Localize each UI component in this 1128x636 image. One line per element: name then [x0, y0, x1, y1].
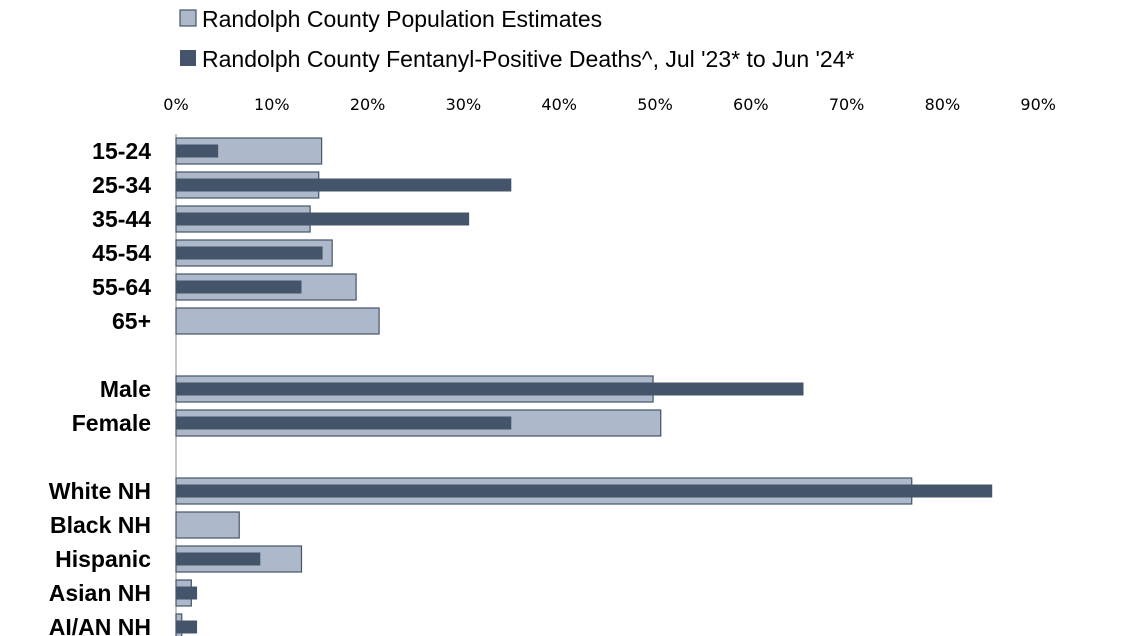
x-tick-label: 10% [254, 95, 290, 114]
bar-fentanyl-deaths [176, 586, 198, 600]
bar-fentanyl-deaths [176, 484, 993, 498]
legend-swatch-population [179, 9, 197, 27]
bar-fentanyl-deaths [176, 178, 512, 192]
x-tick-label: 80% [925, 95, 961, 114]
bar-population [175, 307, 380, 335]
x-tick-label: 90% [1020, 95, 1056, 114]
legend-item-fentanyl-deaths: Randolph County Fentanyl-Positive Deaths… [180, 46, 854, 72]
x-tick-label: 20% [350, 95, 386, 114]
legend-item-population: Randolph County Population Estimates [179, 6, 602, 32]
x-tick-label: 40% [541, 95, 577, 114]
legend-label-fentanyl-deaths: Randolph County Fentanyl-Positive Deaths… [202, 46, 854, 72]
bar-fentanyl-deaths [176, 246, 323, 260]
x-tick-label: 60% [733, 95, 769, 114]
category-label: Hispanic [55, 546, 151, 572]
category-label: AI/AN NH [49, 614, 151, 636]
category-label: 45-54 [92, 240, 151, 266]
category-label: 35-44 [92, 206, 151, 232]
bar-population [175, 511, 240, 539]
bar-fentanyl-deaths [176, 620, 198, 634]
bar-fentanyl-deaths [176, 416, 512, 430]
bar-fentanyl-deaths [176, 382, 804, 396]
x-tick-label: 0% [163, 95, 188, 114]
bar-fentanyl-deaths [176, 552, 261, 566]
x-tick-label: 70% [829, 95, 865, 114]
category-label: Male [100, 376, 151, 402]
bar-population [175, 137, 323, 165]
category-label: 55-64 [92, 274, 151, 300]
category-label: 15-24 [92, 138, 151, 164]
category-label: White NH [49, 478, 151, 504]
bar-fentanyl-deaths [176, 280, 302, 294]
legend-swatch-fentanyl-deaths [180, 50, 196, 66]
category-label: Asian NH [49, 580, 151, 606]
bar-fentanyl-deaths [176, 212, 470, 226]
category-label: 25-34 [92, 172, 151, 198]
x-axis-ticks: 0% 10% 20% 30% 40% 50% 60% 70% 80% 90% [163, 95, 1056, 114]
category-label: Female [72, 410, 151, 436]
category-label: Black NH [50, 512, 151, 538]
x-tick-label: 30% [446, 95, 482, 114]
legend: Randolph County Population Estimates Ran… [179, 6, 854, 72]
bar-fentanyl-deaths [176, 144, 219, 158]
category-label: 65+ [112, 308, 151, 334]
category-labels: 15-24 25-34 35-44 45-54 55-64 65+ Male Female Wh… [49, 138, 151, 636]
legend-label-population: Randolph County Population Estimates [202, 6, 602, 32]
x-tick-label: 50% [637, 95, 673, 114]
bars [175, 137, 993, 636]
